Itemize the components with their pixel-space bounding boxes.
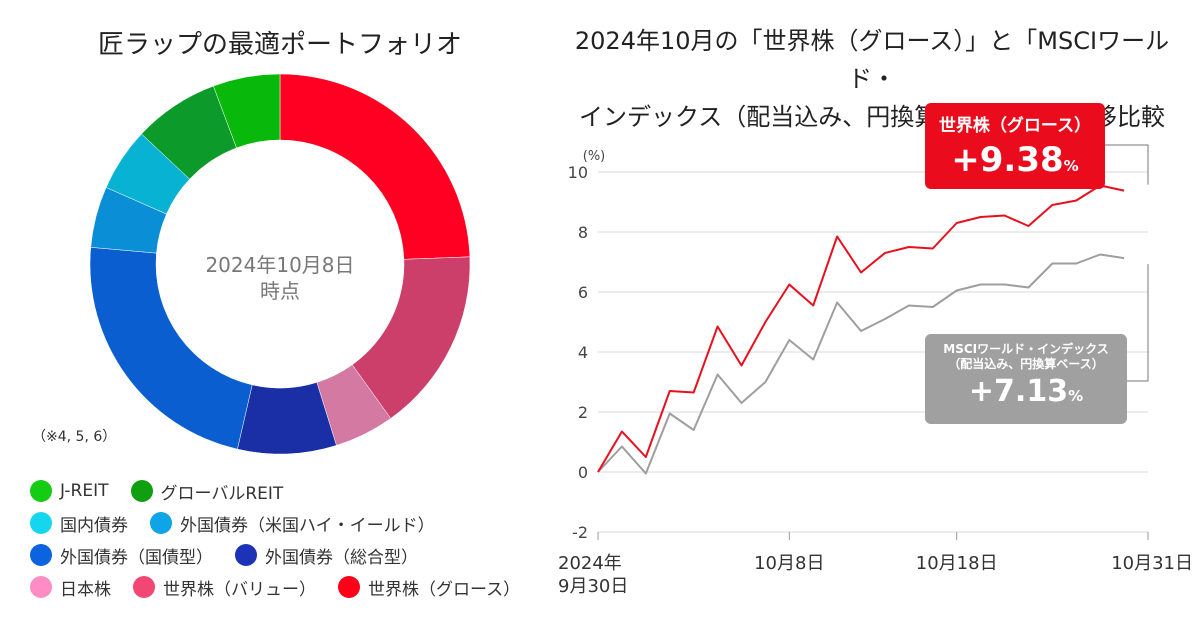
legend-item: 世界株（バリュー） (133, 575, 316, 600)
y-tick-label: 2 (578, 403, 588, 422)
msci-result-label-line2: （配当込み、円換算ベース） (948, 357, 1104, 371)
legend-row: 日本株 世界株（バリュー） 世界株（グロース） (30, 571, 550, 603)
legend-label: 外国債券（総合型） (265, 547, 418, 568)
donut-title: 匠ラップの最適ポートフォリオ (97, 30, 462, 60)
msci-result-value: +7.13% (925, 374, 1127, 409)
legend-dot-global-reit (130, 480, 153, 502)
y-tick-label: 8 (578, 223, 588, 242)
legend-row: J-REIT グローバルREIT (30, 475, 550, 507)
msci-result-box: MSCIワールド・インデックス （配当込み、円換算ベース） +7.13% (925, 334, 1127, 424)
donut-chart (90, 74, 470, 454)
msci-result-label-line1: MSCIワールド・インデックス (943, 342, 1109, 356)
msci-result-pct: % (1068, 387, 1084, 405)
series-line-msci (597, 253, 1125, 475)
legend-item: 外国債券（国債型） (30, 543, 213, 568)
legend-dot-domestic-bond (30, 512, 52, 534)
series-line-growth (597, 184, 1125, 473)
growth-result-value: +9.38% (925, 140, 1105, 180)
legend-label: 外国債券（国債型） (60, 547, 213, 568)
growth-result-pct: % (1063, 157, 1079, 175)
legend-dot-foreign-govt-bond (30, 544, 52, 566)
growth-result-label: 世界株（グロース） (938, 116, 1092, 136)
legend-label: グローバルREIT (160, 483, 284, 504)
y-unit-label: (%) (583, 149, 606, 164)
x-tick-label: 10月8日 (754, 553, 824, 574)
y-tick-label: 0 (578, 463, 588, 482)
legend-dot-japan-equity (30, 576, 52, 598)
x-tick-label: 10月18日 (916, 553, 998, 574)
y-tick-label: -2 (572, 523, 588, 542)
legend-item: 外国債券（米国ハイ・イールド） (150, 511, 435, 536)
legend-label: 日本株 (60, 579, 111, 600)
donut-slice (90, 247, 253, 450)
legend-dot-jreit (30, 480, 52, 502)
legend-item: 日本株 (30, 575, 111, 600)
legend-label: J-REIT (60, 481, 109, 501)
legend-dot-us-high-yield (150, 512, 172, 534)
msci-result-label: MSCIワールド・インデックス （配当込み、円換算ベース） (925, 342, 1127, 372)
growth-result-box: 世界株（グロース） +9.38% (925, 103, 1105, 189)
legend-item: 外国債券（総合型） (235, 543, 418, 568)
y-tick-label: 4 (578, 343, 588, 362)
donut-slice (213, 74, 281, 149)
donut-slice (279, 74, 470, 260)
y-tick-label: 6 (578, 283, 588, 302)
legend: J-REIT グローバルREIT 国内債券 外国債券（米国ハイ・イールド） 外国… (30, 475, 550, 603)
legend-label: 国内債券 (60, 515, 128, 536)
x-tick-label: 9月30日 (558, 576, 628, 597)
legend-label: 世界株（グロース） (368, 579, 521, 600)
x-tick-label: 10月31日 (1111, 553, 1193, 574)
y-tick-label: 10 (568, 163, 588, 182)
legend-dot-world-growth (338, 576, 360, 598)
msci-result-number: +7.13 (968, 374, 1069, 409)
legend-label: 世界株（バリュー） (163, 579, 316, 600)
legend-dot-foreign-aggregate-bond (235, 544, 257, 566)
legend-item: 世界株（グロース） (338, 575, 520, 600)
legend-row: 国内債券 外国債券（米国ハイ・イールド） (30, 507, 550, 539)
footnote: （※4, 5, 6） (32, 429, 117, 445)
donut-center-label: 2024年10月8日 時点 (180, 252, 380, 304)
x-tick-label: 2024年 (558, 553, 622, 574)
legend-item: 国内債券 (30, 511, 128, 536)
donut-center-date: 2024年10月8日 (205, 253, 355, 277)
growth-result-number: +9.38 (951, 140, 1064, 180)
legend-row: 外国債券（国債型） 外国債券（総合型） (30, 539, 550, 571)
legend-item: J-REIT (30, 480, 109, 502)
msci-callout-leader (1127, 264, 1149, 382)
legend-label: 外国債券（米国ハイ・イールド） (180, 515, 435, 536)
legend-item: グローバルREIT (130, 479, 284, 504)
line-chart-title-line1: 2024年10月の「世界株（グロース）」と「MSCIワールド・ (574, 27, 1170, 93)
legend-dot-world-value (133, 576, 155, 598)
growth-callout-leader (1105, 144, 1149, 185)
donut-center-suffix: 時点 (260, 279, 300, 303)
